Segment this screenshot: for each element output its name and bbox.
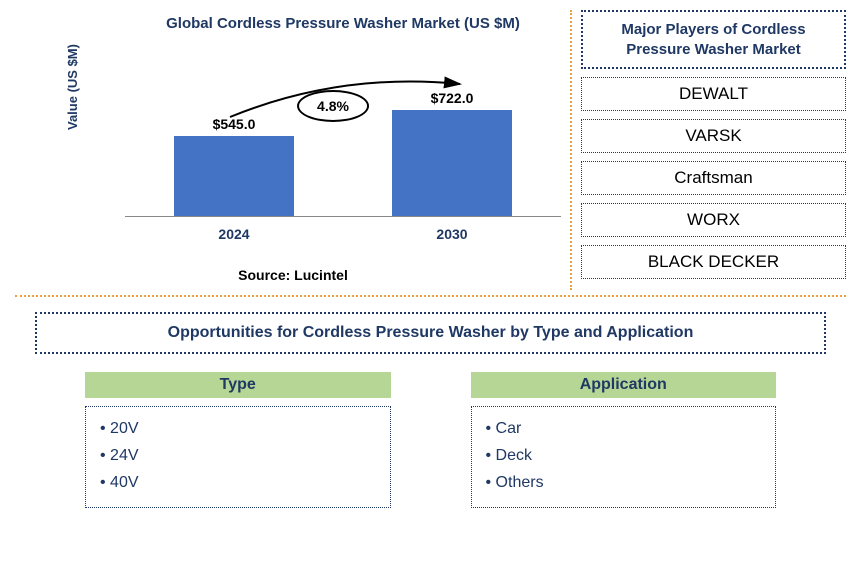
xaxis: 2024 2030 (125, 226, 561, 242)
bar-2024: $545.0 (174, 116, 294, 216)
application-list: • Car• Deck• Others (471, 406, 777, 508)
bar-2030: $722.0 (392, 90, 512, 216)
list-item: • 20V (100, 415, 376, 442)
chart-ylabel: Value (US $M) (65, 44, 80, 130)
list-item: • Deck (486, 442, 762, 469)
players-panel: Major Players of Cordless Pressure Washe… (581, 10, 846, 295)
opportunities-section: Opportunities for Cordless Pressure Wash… (0, 297, 861, 523)
players-header: Major Players of Cordless Pressure Washe… (581, 10, 846, 69)
player-item: Craftsman (581, 161, 846, 195)
bar-rect (392, 110, 512, 216)
list-item: • 24V (100, 442, 376, 469)
player-item: VARSK (581, 119, 846, 153)
player-item: DEWALT (581, 77, 846, 111)
xaxis-label: 2030 (392, 226, 512, 242)
bar-rect (174, 136, 294, 216)
list-item: • Others (486, 469, 762, 496)
list-item: • Car (486, 415, 762, 442)
market-chart: Global Cordless Pressure Washer Market (… (15, 10, 581, 295)
application-column: Application • Car• Deck• Others (471, 372, 777, 508)
list-item: • 40V (100, 469, 376, 496)
type-list: • 20V• 24V• 40V (85, 406, 391, 508)
type-column: Type • 20V• 24V• 40V (85, 372, 391, 508)
chart-title: Global Cordless Pressure Washer Market (… (115, 15, 571, 32)
bar-value-label: $722.0 (392, 90, 512, 106)
column-header: Application (471, 372, 777, 398)
player-item: BLACK DECKER (581, 245, 846, 279)
vertical-divider (570, 10, 572, 290)
bar-row: $545.0 $722.0 (125, 97, 561, 217)
source-text: Source: Lucintel (15, 267, 571, 283)
xaxis-label: 2024 (174, 226, 294, 242)
column-header: Type (85, 372, 391, 398)
player-item: WORX (581, 203, 846, 237)
bar-value-label: $545.0 (174, 116, 294, 132)
opportunities-header: Opportunities for Cordless Pressure Wash… (35, 312, 826, 354)
